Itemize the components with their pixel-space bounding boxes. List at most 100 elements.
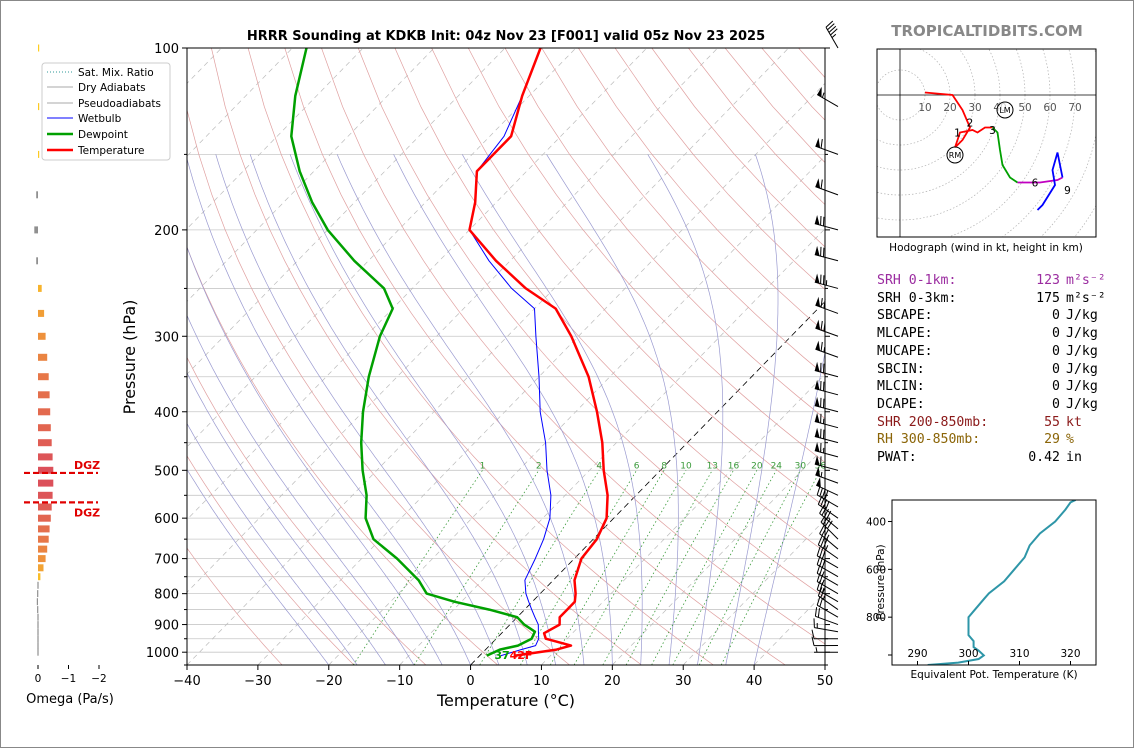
wind-barb-staff: [815, 348, 839, 358]
wind-barb-feather: [821, 549, 826, 559]
index-label: RH 300-850mb:: [877, 432, 981, 448]
wind-barb-feather: [820, 537, 825, 547]
wind-barb: [814, 245, 839, 262]
index-unit: J/kg: [1066, 326, 1098, 342]
theta-e-y-tick-label: 800: [866, 612, 886, 624]
index-unit: %: [1066, 432, 1074, 448]
wind-barb-feather: [824, 490, 829, 500]
wind-barb-pennant: [815, 319, 821, 330]
wind-barb: [815, 466, 839, 484]
hodograph-ring-label: 60: [1043, 102, 1056, 114]
mixing-ratio-line: [352, 470, 483, 665]
theta-e-ticks: 290 300 310 320 400 600 800: [866, 517, 1081, 665]
x-tick-label: −30: [244, 674, 271, 689]
wind-barb-feather: [820, 298, 823, 308]
index-row: SHR 200-850mb: 55 kt: [877, 414, 1107, 432]
wind-barb: [814, 455, 839, 471]
index-row: SBCAPE: 0 J/kg: [877, 307, 1107, 325]
wind-barb-feather: [826, 520, 833, 529]
pseudoadiabat-line: [187, 422, 358, 665]
hodograph-height-label: 9: [1064, 185, 1071, 197]
omega-tick-label: 0: [35, 673, 42, 685]
omega-bar: [37, 606, 39, 614]
theta-e-panel: [927, 500, 1077, 665]
wind-barb-feather: [816, 564, 821, 574]
wind-barb-pennant: [814, 412, 820, 423]
x-tick-label: 40: [746, 674, 763, 689]
mixing-ratio-label: 10: [680, 461, 692, 471]
wind-barb: [813, 618, 839, 633]
index-label: DCAPE:: [877, 396, 925, 412]
pseudoadiabat-line: [546, 154, 679, 665]
omega-bar: [37, 642, 39, 650]
wind-barb-feather: [811, 629, 815, 639]
x-tick-label: −20: [315, 674, 342, 689]
index-label: SBCAPE:: [877, 308, 933, 324]
dry-adiabat-line: [187, 356, 427, 665]
wind-barb-pennant: [817, 86, 822, 98]
wind-barb-staff: [815, 304, 839, 314]
x-axis-label: Temperature (°C): [436, 691, 575, 710]
omega-bar: [38, 503, 52, 511]
index-value: 0: [1052, 396, 1060, 412]
isotherm-line: [470, 300, 825, 665]
sounding-indices: SRH 0-1km: 123 m²s⁻² SRH 0-3km: 175 m²s⁻² SBCA…: [877, 272, 1107, 467]
index-unit: J/kg: [1066, 361, 1098, 377]
wind-barb: [815, 319, 839, 337]
y-tick-label: 700: [154, 553, 179, 568]
theta-e-x-tick-label: 310: [1009, 648, 1029, 660]
wind-barb: [814, 215, 839, 231]
wind-barb: [820, 514, 839, 540]
index-value: 123: [1036, 273, 1060, 288]
y-tick-label: 900: [154, 619, 179, 634]
hodograph-ring-label: 20: [943, 102, 956, 114]
wind-barb: [816, 86, 839, 107]
wind-barb-feather: [820, 139, 823, 149]
wind-barb-feather: [821, 489, 826, 499]
omega-bar: [36, 257, 38, 265]
hodograph-caption: Hodograph (wind in kt, height in km): [889, 242, 1083, 254]
hodograph-segment: [1017, 176, 1063, 184]
omega-bar: [38, 479, 54, 487]
x-tick-label: 30: [675, 674, 692, 689]
theta-e-y-tick-label: 600: [866, 564, 886, 576]
wind-barb-pennant: [815, 466, 821, 477]
mixing-ratio-line: [520, 470, 637, 665]
wind-barb-pennant: [814, 379, 820, 390]
pseudoadiabat-line: [289, 154, 556, 665]
wind-barb-feather: [819, 548, 824, 558]
wind-barb-pennant: [815, 340, 821, 351]
wind-barb-pennant: [814, 361, 820, 372]
surface-temperature-label: 42F: [510, 649, 533, 662]
wind-barb-staff: [816, 581, 839, 595]
wind-barb-feather: [817, 608, 820, 618]
wind-barb-feather: [825, 500, 830, 510]
omega-bar: [37, 621, 39, 629]
index-value: 0: [1052, 379, 1060, 395]
omega-bar: [38, 545, 48, 553]
omega-bar: [38, 332, 46, 340]
omega-bar: [38, 514, 51, 522]
wind-barb-feather: [822, 594, 826, 600]
wind-barb-feather: [817, 495, 823, 505]
wind-barb-pennant: [814, 273, 820, 284]
omega-bar: [38, 284, 42, 292]
wind-barb: [814, 607, 839, 626]
omega-bar: [38, 44, 40, 52]
mixing-ratio-line: [625, 470, 734, 665]
index-value: 0: [1052, 308, 1060, 324]
wind-barb-staff: [816, 604, 839, 618]
wind-barb-pennant: [814, 442, 820, 452]
wind-barb-pennant: [814, 396, 820, 407]
index-row: PWAT: 0.42 in: [877, 449, 1107, 467]
wind-barb: [814, 427, 839, 444]
dry-adiabat-line: [431, 48, 825, 508]
hodograph-height-label: 1: [954, 128, 961, 140]
omega-bar: [37, 613, 39, 621]
wind-barb-feather: [820, 497, 825, 507]
wind-barb-staff: [816, 572, 839, 586]
wind-barb-feather: [815, 647, 818, 653]
wind-barb-staff: [819, 533, 839, 550]
wind-barb-feather: [823, 347, 826, 353]
wind-barb-feather: [820, 588, 825, 598]
